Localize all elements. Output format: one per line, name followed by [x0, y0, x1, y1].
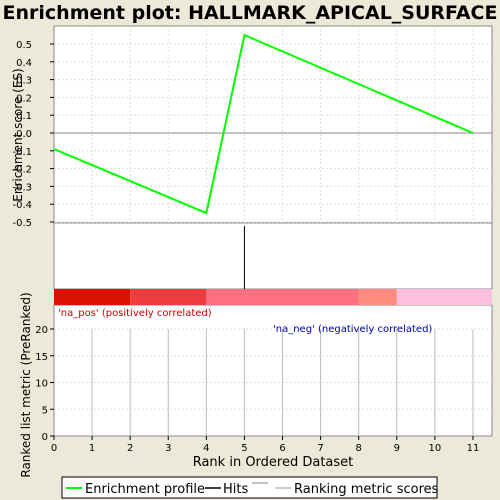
es-ytick-label: 0.3 [16, 76, 32, 87]
x-tick-label: 8 [356, 443, 362, 454]
es-ytick-label: 0.1 [16, 111, 32, 122]
heatmap-segment [396, 289, 492, 305]
x-tick-label: 5 [241, 443, 247, 454]
x-tick-label: 11 [467, 443, 480, 454]
metric-ytick-label: 20 [35, 325, 48, 336]
x-axis-label: Rank in Ordered Dataset [193, 455, 354, 470]
es-ytick-label: -0.1 [12, 147, 32, 158]
chart-title: Enrichment plot: HALLMARK_APICAL_SURFACE [2, 2, 498, 24]
es-ylabel: Enrichment score (ES) [11, 68, 25, 201]
metric-ytick-label: 0 [42, 432, 48, 443]
x-tick-label: 2 [127, 443, 133, 454]
es-ytick-label: 0.0 [16, 129, 32, 140]
es-ytick-label: -0.5 [12, 218, 32, 229]
metric-ytick-label: 5 [42, 405, 48, 416]
metric-ytick-label: 10 [35, 379, 48, 390]
annotation-na-neg: 'na_neg' (negatively correlated) [273, 324, 432, 335]
legend-label-enrichment: Enrichment profile [85, 482, 205, 497]
heatmap-segment [130, 289, 207, 305]
es-ytick-label: 0.2 [16, 93, 32, 104]
x-tick-label: 4 [203, 443, 209, 454]
es-ytick-label: 0.5 [16, 40, 32, 51]
es-panel [53, 25, 493, 224]
metric-ylabel: Ranked list metric (PreRanked) [19, 292, 33, 477]
es-ytick-label: -0.3 [12, 182, 32, 193]
annotation-na-pos: 'na_pos' (positively correlated) [58, 308, 212, 319]
metric-ytick-label: 15 [35, 352, 48, 363]
es-ytick-label: -0.2 [12, 165, 32, 176]
heatmap-segment [206, 289, 359, 305]
legend-label-ranking: Ranking metric scores [294, 482, 439, 497]
legend-label-hits: Hits [223, 482, 248, 497]
es-ytick-label: 0.4 [16, 58, 32, 69]
x-tick-label: 3 [165, 443, 171, 454]
es-ytick-label: -0.4 [12, 200, 32, 211]
hits-panel [53, 222, 493, 290]
x-tick-label: 0 [51, 443, 57, 454]
metric-panel [53, 304, 493, 437]
x-tick-label: 1 [89, 443, 95, 454]
x-tick-label: 9 [394, 443, 400, 454]
heatmap-segment [358, 289, 397, 305]
x-tick-label: 7 [317, 443, 323, 454]
x-tick-label: 10 [429, 443, 442, 454]
enrichment-profile-line [53, 33, 474, 215]
legend-box [61, 476, 438, 499]
x-tick-label: 6 [279, 443, 285, 454]
heatmap-segment [54, 289, 131, 305]
